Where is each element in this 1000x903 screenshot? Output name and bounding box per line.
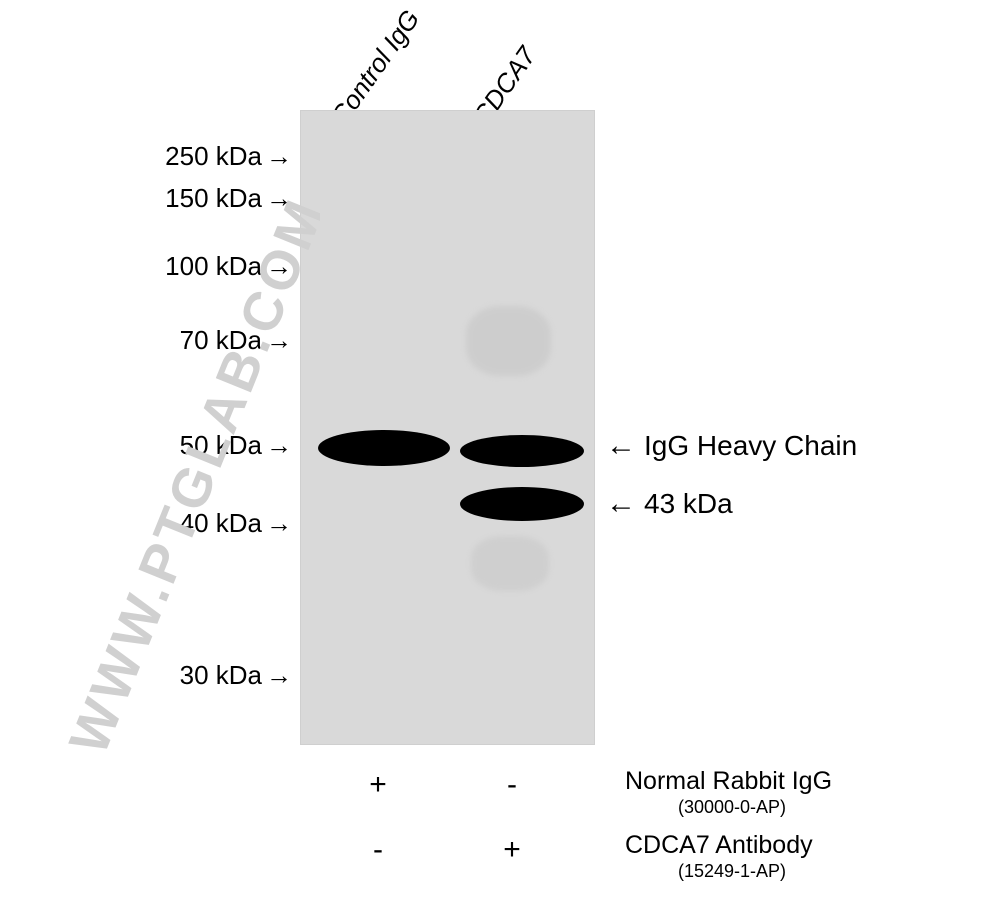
band-lane2-igg-heavy bbox=[457, 432, 587, 470]
mw-marker-label: 100 kDa bbox=[165, 251, 262, 281]
mw-marker-50: 50 kDa bbox=[96, 430, 292, 461]
ab-row2-lane2-symbol: + bbox=[497, 833, 527, 867]
mw-marker-label: 50 kDa bbox=[180, 430, 262, 460]
blot-smudge bbox=[471, 536, 549, 591]
mw-marker-label: 30 kDa bbox=[180, 660, 262, 690]
figure-container: WWW.PTGLAB.COM Control IgG CDCA7 250 kDa… bbox=[0, 0, 1000, 903]
mw-marker-100: 100 kDa bbox=[82, 251, 292, 282]
mw-marker-150: 150 kDa bbox=[82, 183, 292, 214]
mw-marker-40: 40 kDa bbox=[96, 508, 292, 539]
arrow-right-icon bbox=[266, 251, 292, 282]
right-label-text: IgG Heavy Chain bbox=[644, 430, 857, 462]
ab-row1-code: (30000-0-AP) bbox=[678, 797, 786, 818]
arrow-right-icon bbox=[266, 183, 292, 214]
ab-row1-lane1-symbol: + bbox=[363, 768, 393, 802]
arrow-right-icon bbox=[266, 508, 292, 539]
mw-marker-30: 30 kDa bbox=[96, 660, 292, 691]
arrow-right-icon bbox=[266, 141, 292, 172]
right-label-igg-heavy: IgG Heavy Chain bbox=[606, 430, 857, 462]
mw-marker-label: 70 kDa bbox=[180, 325, 262, 355]
mw-marker-label: 40 kDa bbox=[180, 508, 262, 538]
arrow-right-icon bbox=[266, 325, 292, 356]
arrow-left-icon bbox=[606, 431, 636, 461]
ab-row2-lane1-symbol: - bbox=[363, 833, 393, 867]
mw-marker-label: 250 kDa bbox=[165, 141, 262, 171]
blot-smudge bbox=[466, 306, 551, 376]
arrow-right-icon bbox=[266, 430, 292, 461]
ab-row1-lane2-symbol: - bbox=[497, 768, 527, 802]
band-lane2-cdca7-43kda bbox=[457, 484, 587, 524]
right-label-43kda: 43 kDa bbox=[606, 488, 733, 520]
ab-row2-name: CDCA7 Antibody bbox=[625, 831, 813, 860]
ab-row1-name: Normal Rabbit IgG bbox=[625, 767, 832, 796]
right-label-text: 43 kDa bbox=[644, 488, 733, 520]
band-lane1-igg-heavy bbox=[316, 426, 452, 470]
mw-marker-label: 150 kDa bbox=[165, 183, 262, 213]
mw-marker-250: 250 kDa bbox=[82, 141, 292, 172]
mw-marker-70: 70 kDa bbox=[96, 325, 292, 356]
arrow-right-icon bbox=[266, 660, 292, 691]
arrow-left-icon bbox=[606, 489, 636, 519]
ab-row2-code: (15249-1-AP) bbox=[678, 861, 786, 882]
